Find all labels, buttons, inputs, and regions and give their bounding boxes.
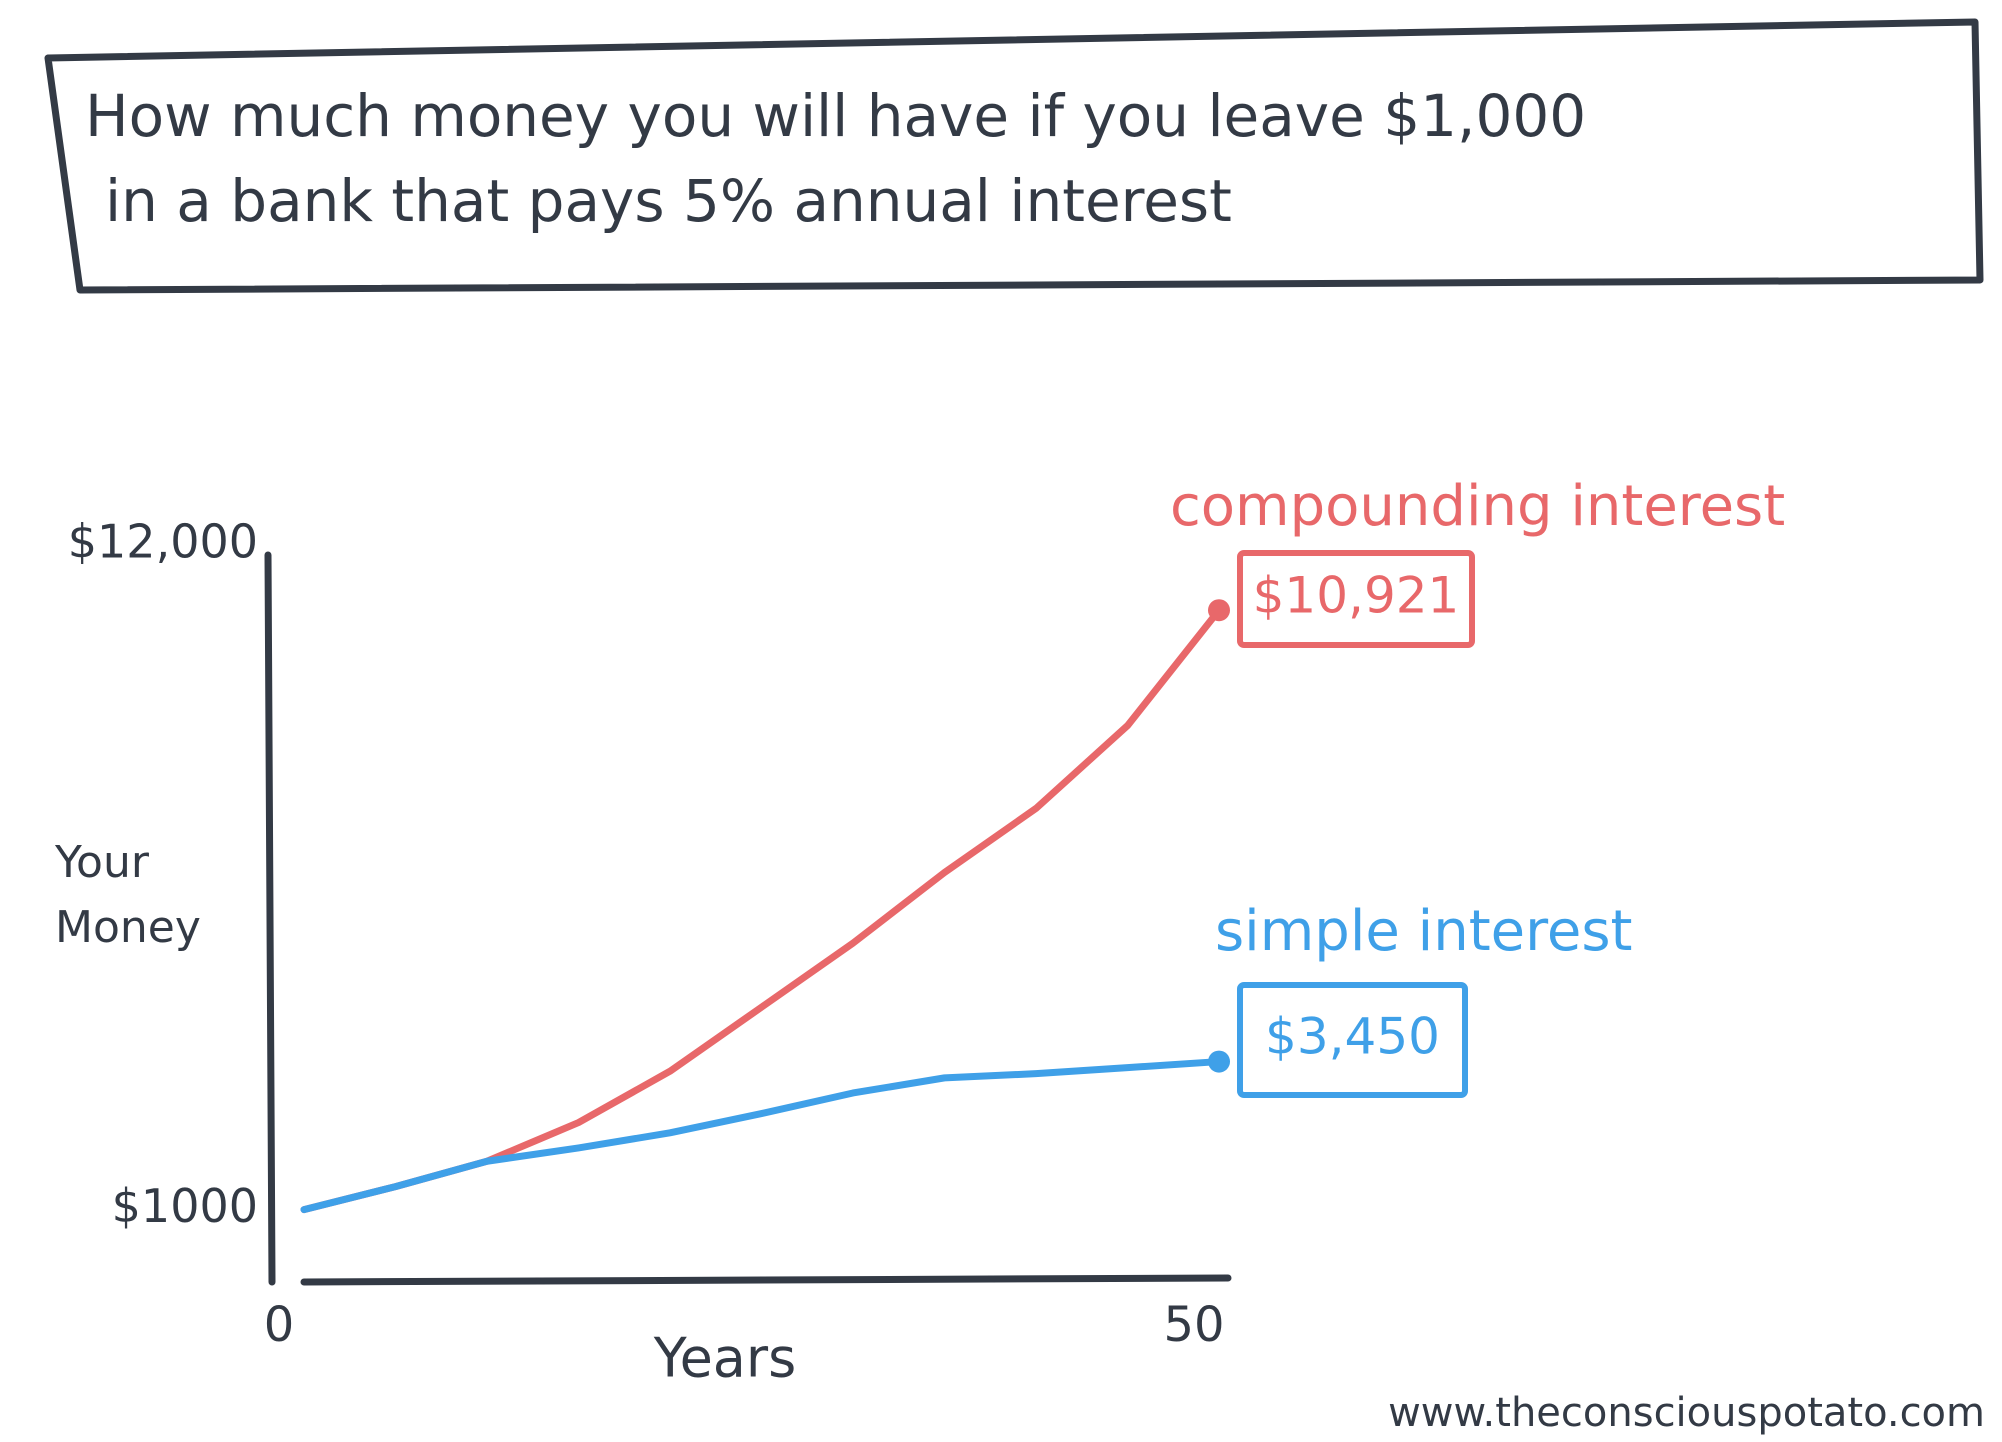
x-axis-label: Years: [653, 1327, 796, 1390]
value-label-box: [1237, 550, 1475, 648]
y-axis-label: Your: [54, 837, 150, 888]
source: www.theconsciouspotato.com: [1388, 1390, 1985, 1436]
series-line: [300, 606, 1223, 1214]
x-tick-label: 50: [1163, 1297, 1224, 1353]
chart-title: in a bank that pays 5% annual interest: [105, 167, 1232, 235]
x-axis: [300, 1274, 1232, 1286]
x-tick-label: 0: [264, 1297, 295, 1353]
value-label: $3,450: [1265, 1008, 1440, 1066]
series-label: simple interest: [1215, 899, 1632, 964]
series-label: compounding interest: [1170, 474, 1785, 539]
end-point: [1208, 599, 1230, 622]
end-point: [1208, 1050, 1230, 1073]
title-box: [44, 18, 1984, 294]
series-line: [300, 1058, 1223, 1214]
value-label-box: [1237, 982, 1468, 1098]
y-tick-label: $12,000: [68, 515, 258, 569]
value-label: $10,921: [1253, 567, 1460, 625]
y-axis-label: Money: [55, 902, 201, 953]
y-tick-label: $1000: [112, 1179, 258, 1233]
chart-title: How much money you will have if you leav…: [85, 82, 1586, 150]
y-axis: [264, 551, 276, 1286]
